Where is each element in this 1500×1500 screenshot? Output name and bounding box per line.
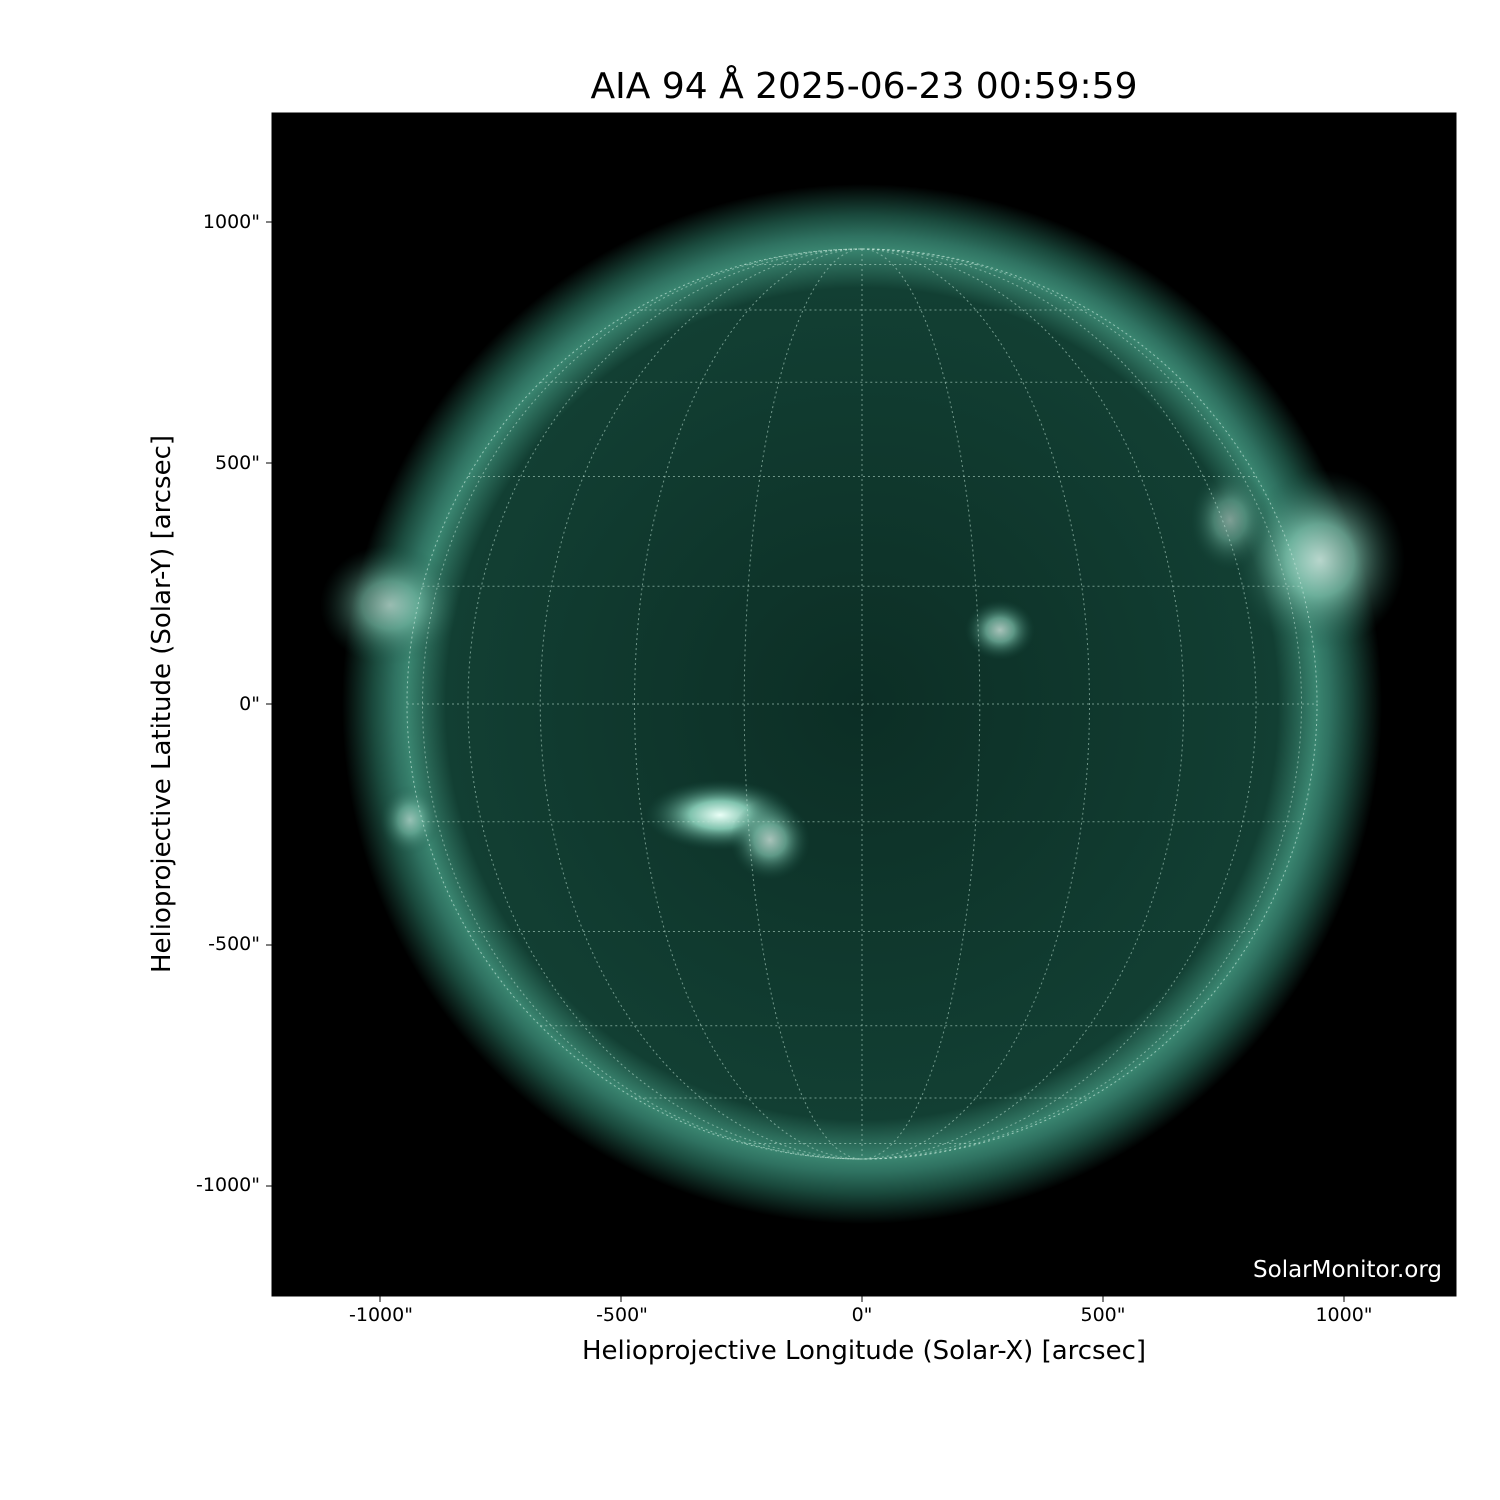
grid-meridian bbox=[422, 248, 863, 1160]
plot-title: AIA 94 Å 2025-06-23 00:59:59 bbox=[590, 66, 1138, 107]
y-tick-label: 0" bbox=[239, 693, 260, 715]
y-tick-label: -500" bbox=[208, 933, 260, 955]
y-tick-label: 500" bbox=[214, 452, 260, 474]
grid-meridian bbox=[743, 248, 863, 1160]
grid-meridian bbox=[539, 248, 863, 1160]
active-region bbox=[380, 785, 440, 855]
coordinate-grid bbox=[406, 248, 1318, 1160]
limb-brightening-west bbox=[1235, 470, 1405, 650]
grid-meridian bbox=[861, 248, 1257, 1160]
y-tick-label: -1000" bbox=[196, 1174, 260, 1196]
x-tick-label: 0" bbox=[851, 1304, 873, 1326]
active-region bbox=[730, 800, 810, 880]
grid-meridian bbox=[861, 248, 1302, 1160]
limb-brightening-east bbox=[320, 545, 460, 665]
active-region bbox=[965, 600, 1035, 660]
grid-meridian bbox=[467, 248, 863, 1160]
active-region bbox=[1190, 470, 1270, 570]
x-tick-label: -500" bbox=[596, 1304, 648, 1326]
grid-meridian bbox=[861, 248, 981, 1160]
grid-meridian bbox=[861, 248, 1185, 1160]
grid-meridian bbox=[634, 248, 863, 1160]
x-tick-label: 500" bbox=[1080, 1304, 1126, 1326]
x-tick-label: -1000" bbox=[349, 1304, 413, 1326]
tick-marks bbox=[266, 221, 1345, 1302]
watermark: SolarMonitor.org bbox=[1253, 1257, 1442, 1283]
grid-limb bbox=[406, 248, 1318, 1160]
y-axis-label: Helioprojective Latitude (Solar-Y) [arcs… bbox=[147, 434, 177, 974]
y-tick-label: 1000" bbox=[202, 211, 260, 233]
grid-meridian bbox=[861, 248, 1090, 1160]
x-axis-label: Helioprojective Longitude (Solar-X) [arc… bbox=[581, 1336, 1147, 1366]
x-tick-label: 1000" bbox=[1315, 1304, 1373, 1326]
